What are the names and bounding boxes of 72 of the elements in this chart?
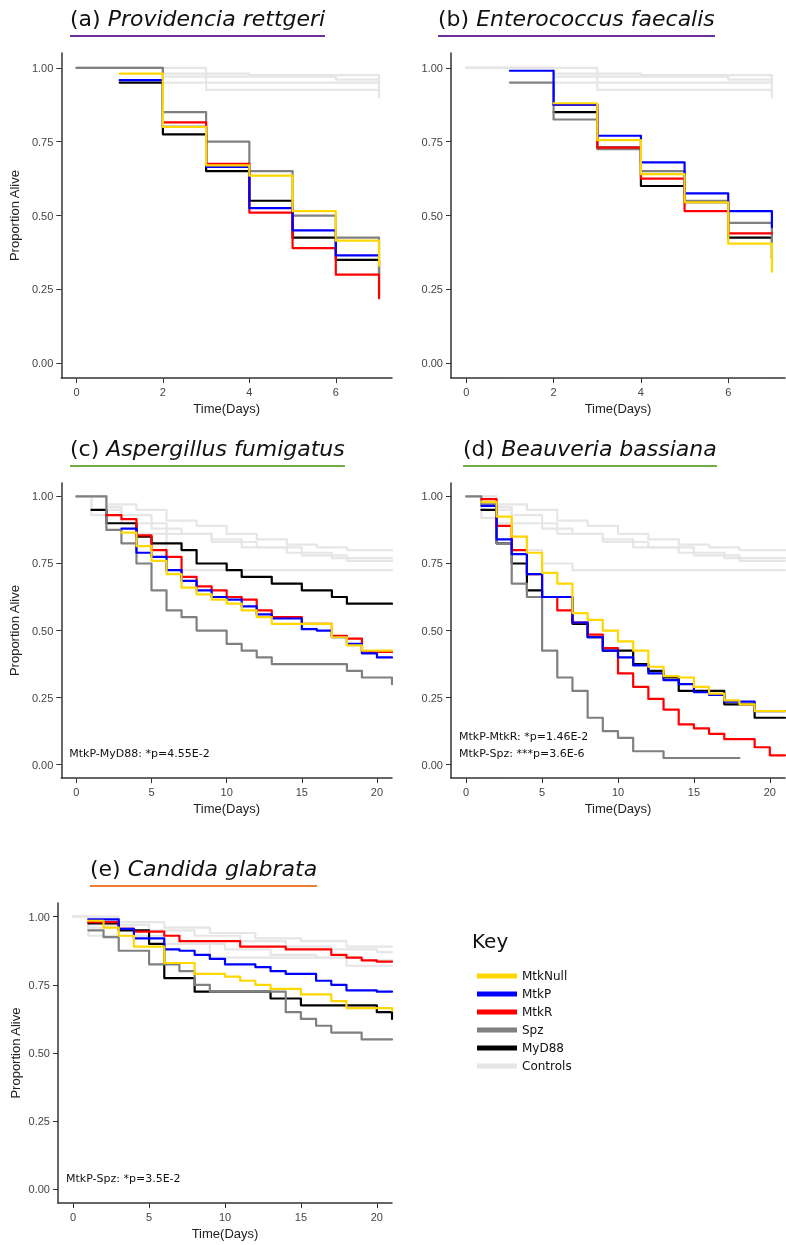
y-tick-label: 1.00 <box>31 490 54 503</box>
y-tick-label: 0.75 <box>28 978 50 991</box>
x-tick-label: 5 <box>146 1210 153 1223</box>
y-tick-label: 1.00 <box>28 910 50 923</box>
legend-title: Key <box>472 929 509 953</box>
x-tick-label: 10 <box>218 1210 232 1223</box>
x-tick-label: 2 <box>550 385 557 398</box>
y-tick-label: 0.75 <box>31 557 54 570</box>
y-tick-label: 0.50 <box>31 624 54 637</box>
x-tick-label: 6 <box>332 385 339 398</box>
x-tick-label: 5 <box>539 785 546 798</box>
annotation: MtkP-MtkR: *p=1.46E-2 <box>459 730 589 743</box>
legend-label: MtkP <box>522 987 552 1001</box>
annotation: MtkP-Spz: ***p=3.6E-6 <box>459 747 585 760</box>
y-tick-label: 0.50 <box>421 209 443 222</box>
x-axis-title: Time(Days) <box>191 1226 259 1241</box>
y-tick-label: 0.00 <box>31 357 54 370</box>
chart-title: (b) Enterococcus faecalis <box>438 6 715 31</box>
legend-label: MtkR <box>522 1005 553 1019</box>
x-tick-label: 0 <box>73 785 80 798</box>
legend-label: MyD88 <box>522 1041 564 1055</box>
x-tick-label: 6 <box>725 385 732 398</box>
x-tick-label: 20 <box>370 1210 383 1223</box>
x-tick-label: 10 <box>611 785 625 798</box>
x-tick-label: 20 <box>370 785 384 798</box>
y-tick-label: 0.25 <box>421 691 443 704</box>
x-tick-label: 0 <box>73 385 80 398</box>
y-tick-label: 0.00 <box>421 357 443 370</box>
x-tick-label: 0 <box>463 785 470 798</box>
y-tick-label: 0.25 <box>31 691 54 704</box>
chart-title: (c) Aspergillus fumigatus <box>70 436 345 461</box>
x-tick-label: 20 <box>763 785 776 798</box>
legend-label: Spz <box>522 1023 544 1037</box>
y-tick-label: 0.75 <box>421 557 443 570</box>
y-tick-label: 0.50 <box>28 1047 50 1060</box>
y-tick-label: 0.00 <box>28 1183 50 1196</box>
y-axis-title: Proportion Alive <box>7 585 22 677</box>
y-tick-label: 0.75 <box>421 135 443 148</box>
x-tick-label: 0 <box>70 1210 77 1223</box>
x-tick-label: 15 <box>687 785 701 798</box>
y-tick-label: 0.25 <box>421 283 443 296</box>
y-tick-label: 1.00 <box>421 490 443 503</box>
x-tick-label: 15 <box>295 785 308 798</box>
x-tick-label: 0 <box>463 385 470 398</box>
x-axis-title: Time(Days) <box>193 401 260 416</box>
x-tick-label: 4 <box>246 385 253 398</box>
y-tick-label: 0.50 <box>421 624 443 637</box>
x-tick-label: 2 <box>159 385 166 398</box>
y-tick-label: 1.00 <box>31 61 54 74</box>
x-axis-title: Time(Days) <box>584 801 652 816</box>
y-tick-label: 0.50 <box>31 209 54 222</box>
annotation: MtkP-Spz: *p=3.5E-2 <box>66 1172 181 1185</box>
y-tick-label: 0.00 <box>421 758 443 771</box>
chart-title: (a) Providencia rettgeri <box>70 6 326 31</box>
x-tick-label: 5 <box>148 785 155 798</box>
y-tick-label: 0.25 <box>31 283 54 296</box>
legend-label: Controls <box>522 1059 572 1073</box>
x-axis-title: Time(Days) <box>193 801 260 816</box>
y-axis-title: Proportion Alive <box>8 1007 23 1099</box>
x-axis-title: Time(Days) <box>584 401 652 416</box>
x-tick-label: 4 <box>637 385 644 398</box>
x-tick-label: 10 <box>220 785 233 798</box>
annotation: MtkP-MyD88: *p=4.55E-2 <box>69 747 210 760</box>
y-tick-label: 0.75 <box>31 135 54 148</box>
y-tick-label: 0.25 <box>28 1115 50 1128</box>
y-tick-label: 1.00 <box>421 61 443 74</box>
x-tick-label: 15 <box>294 1210 308 1223</box>
chart-title: (e) Candida glabrata <box>90 856 318 881</box>
legend-label: MtkNull <box>522 969 568 983</box>
y-tick-label: 0.00 <box>31 758 54 771</box>
y-axis-title: Proportion Alive <box>7 170 22 262</box>
chart-title: (d) Beauveria bassiana <box>463 436 717 461</box>
